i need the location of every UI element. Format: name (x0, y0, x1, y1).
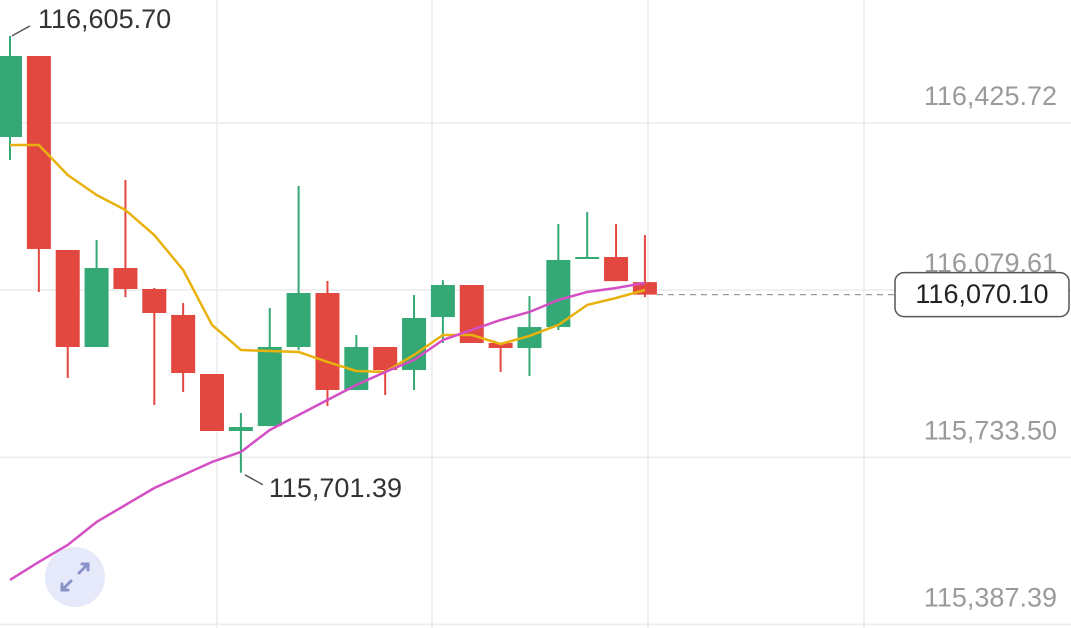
high-leader (11, 25, 31, 37)
candle-body (84, 268, 109, 347)
candle-body (171, 314, 196, 373)
candle-body (517, 327, 542, 349)
last-price-label: 116,070.10 (915, 279, 1048, 309)
expand-button-bg[interactable] (45, 547, 105, 607)
candle-body (0, 55, 22, 138)
marks-layer (0, 25, 895, 582)
candle-body (257, 346, 282, 427)
grid-layer (0, 122, 1071, 626)
ma-line (10, 143, 646, 374)
low-label: 115,701.39 (269, 473, 402, 503)
candle-body (113, 268, 138, 289)
y-tick-label: 115,733.50 (924, 415, 1057, 445)
high-label: 116,605.70 (38, 4, 171, 34)
low-leader (244, 474, 264, 486)
candle-body (142, 288, 167, 313)
candle-body (430, 285, 455, 318)
candle-body (228, 427, 253, 432)
expand-icon[interactable] (60, 562, 90, 592)
candle-body (402, 318, 427, 371)
candle-body (55, 249, 80, 347)
y-tick-label: 115,387.39 (924, 583, 1057, 613)
candle-body (488, 342, 513, 349)
y-tick-label: 116,425.72 (924, 81, 1057, 111)
vertical-grid (216, 0, 865, 628)
candle-body (575, 256, 600, 259)
candle-body (604, 256, 629, 282)
candle-body (315, 292, 340, 390)
candle-body (373, 346, 398, 371)
labels-layer: 116,425.72116,079.61115,733.50115,387.39… (38, 4, 1070, 613)
last-price-box (894, 271, 1070, 318)
candle-body (546, 259, 571, 328)
candle-body (200, 373, 225, 432)
expand-button[interactable] (45, 547, 105, 607)
candle-body (286, 292, 311, 347)
ma-line (9, 281, 646, 582)
